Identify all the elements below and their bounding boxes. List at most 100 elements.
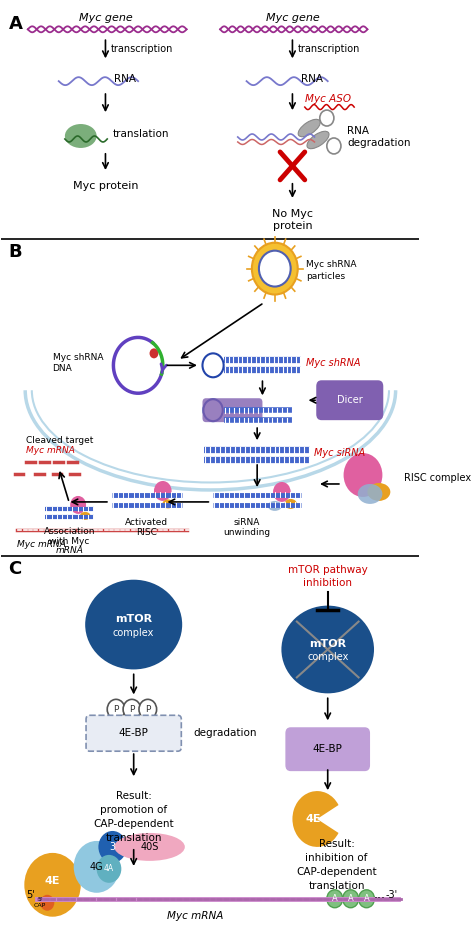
Circle shape bbox=[70, 495, 86, 514]
Text: Myc siRNA: Myc siRNA bbox=[314, 448, 365, 458]
Ellipse shape bbox=[163, 499, 174, 509]
Circle shape bbox=[252, 243, 298, 295]
Text: RNA: RNA bbox=[114, 74, 137, 84]
Text: particles: particles bbox=[306, 272, 345, 281]
Ellipse shape bbox=[65, 124, 97, 148]
Text: RISC: RISC bbox=[137, 528, 157, 537]
Text: Myc mRNA: Myc mRNA bbox=[17, 540, 66, 549]
Text: 4A: 4A bbox=[104, 864, 114, 873]
Circle shape bbox=[343, 890, 359, 908]
Ellipse shape bbox=[307, 131, 329, 148]
Text: CAP-dependent: CAP-dependent bbox=[296, 867, 377, 877]
Text: Myc shRNA: Myc shRNA bbox=[306, 359, 360, 368]
Circle shape bbox=[154, 481, 172, 501]
Text: Result:: Result: bbox=[116, 791, 152, 801]
Text: A: A bbox=[348, 894, 354, 903]
Text: translation: translation bbox=[112, 129, 169, 139]
Text: Myc ASO: Myc ASO bbox=[305, 94, 351, 104]
FancyBboxPatch shape bbox=[316, 380, 383, 420]
Text: Cleaved target: Cleaved target bbox=[26, 436, 93, 445]
Text: Myc shRNA: Myc shRNA bbox=[53, 353, 103, 361]
Text: No Myc: No Myc bbox=[272, 209, 313, 219]
Text: RNA: RNA bbox=[347, 126, 369, 136]
Text: 5': 5' bbox=[26, 890, 35, 900]
Text: inhibition of: inhibition of bbox=[305, 853, 368, 863]
Text: degradation: degradation bbox=[194, 728, 257, 738]
Text: translation: translation bbox=[308, 881, 365, 891]
Circle shape bbox=[273, 482, 291, 502]
Text: unwinding: unwinding bbox=[223, 528, 270, 537]
Ellipse shape bbox=[298, 119, 320, 137]
Text: 4E: 4E bbox=[45, 876, 60, 885]
FancyBboxPatch shape bbox=[86, 715, 182, 751]
Text: Myc gene: Myc gene bbox=[265, 13, 319, 24]
Circle shape bbox=[107, 699, 125, 719]
Text: A: A bbox=[332, 894, 337, 903]
Text: Myc mRNA: Myc mRNA bbox=[167, 911, 224, 921]
Circle shape bbox=[344, 453, 383, 497]
Text: 4E-BP: 4E-BP bbox=[119, 728, 149, 738]
Ellipse shape bbox=[358, 484, 383, 504]
Text: Dicer: Dicer bbox=[337, 396, 363, 405]
Text: Association: Association bbox=[44, 527, 95, 535]
Text: A: A bbox=[364, 894, 369, 903]
Text: inhibition: inhibition bbox=[303, 577, 352, 588]
Text: ...: ... bbox=[374, 888, 385, 902]
Ellipse shape bbox=[85, 580, 182, 670]
Text: promotion of: promotion of bbox=[100, 805, 167, 815]
FancyBboxPatch shape bbox=[285, 728, 370, 771]
Text: Result:: Result: bbox=[319, 839, 355, 849]
Text: A: A bbox=[9, 15, 22, 33]
Text: DNA: DNA bbox=[53, 364, 73, 373]
Text: 4E-BP: 4E-BP bbox=[313, 745, 343, 754]
Text: siRNA: siRNA bbox=[233, 518, 260, 527]
Text: complex: complex bbox=[307, 652, 348, 663]
Circle shape bbox=[74, 841, 119, 893]
Text: 40S: 40S bbox=[140, 842, 159, 852]
Text: with Myc: with Myc bbox=[49, 536, 90, 546]
Text: 4E: 4E bbox=[306, 814, 321, 824]
Ellipse shape bbox=[282, 606, 374, 693]
Text: -3': -3' bbox=[386, 890, 398, 900]
Text: 4G: 4G bbox=[90, 862, 103, 872]
Circle shape bbox=[327, 890, 343, 908]
Circle shape bbox=[123, 699, 141, 719]
Circle shape bbox=[97, 855, 121, 883]
Text: RNA: RNA bbox=[301, 74, 323, 84]
Ellipse shape bbox=[268, 501, 282, 511]
Text: degradation: degradation bbox=[347, 138, 410, 148]
Text: Myc protein: Myc protein bbox=[73, 181, 138, 191]
Ellipse shape bbox=[367, 483, 390, 501]
Ellipse shape bbox=[80, 512, 91, 520]
Text: CAP-dependent: CAP-dependent bbox=[93, 819, 174, 829]
Circle shape bbox=[99, 831, 127, 863]
Text: transcription: transcription bbox=[111, 45, 173, 54]
Circle shape bbox=[40, 895, 55, 911]
Circle shape bbox=[150, 348, 158, 359]
Text: P: P bbox=[145, 705, 150, 714]
Circle shape bbox=[259, 251, 291, 286]
Text: 5'
CAP: 5' CAP bbox=[34, 898, 46, 908]
Text: Myc gene: Myc gene bbox=[79, 13, 132, 24]
Text: mTOR pathway: mTOR pathway bbox=[288, 565, 368, 574]
Text: mTOR: mTOR bbox=[309, 638, 346, 649]
Wedge shape bbox=[292, 791, 338, 847]
Text: mTOR: mTOR bbox=[115, 613, 152, 624]
Text: Myc mRNA: Myc mRNA bbox=[26, 446, 75, 455]
Text: B: B bbox=[9, 243, 22, 261]
Circle shape bbox=[139, 699, 156, 719]
Circle shape bbox=[359, 890, 374, 908]
Text: protein: protein bbox=[273, 221, 312, 231]
Text: complex: complex bbox=[113, 628, 155, 637]
Text: translation: translation bbox=[105, 833, 162, 843]
Text: RISC complex: RISC complex bbox=[403, 473, 471, 483]
Text: Myc shRNA: Myc shRNA bbox=[306, 261, 356, 269]
Ellipse shape bbox=[114, 833, 185, 861]
Text: C: C bbox=[9, 560, 22, 578]
Text: 3: 3 bbox=[109, 842, 116, 852]
Circle shape bbox=[24, 853, 81, 917]
Text: mRNA: mRNA bbox=[55, 546, 83, 554]
Text: Activated: Activated bbox=[125, 518, 168, 527]
Text: P: P bbox=[129, 705, 135, 714]
Text: transcription: transcription bbox=[298, 45, 360, 54]
